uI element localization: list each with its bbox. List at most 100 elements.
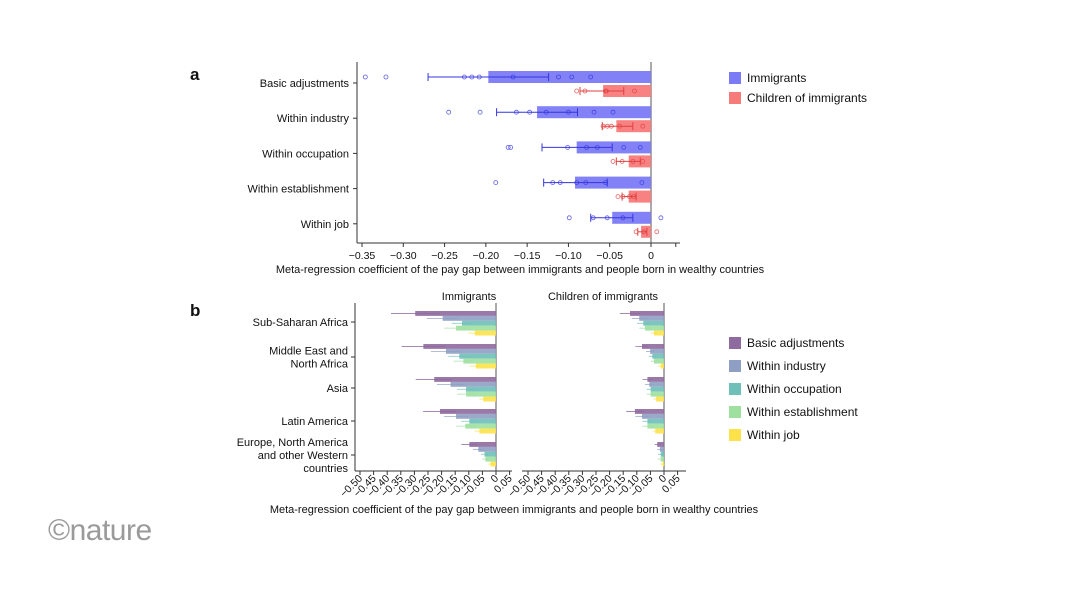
category-label: Basic adjustments: [260, 78, 350, 90]
bar-within-establishment: [647, 423, 664, 429]
bar-within-industry: [641, 413, 664, 419]
data-point: [620, 215, 626, 221]
data-point: [556, 74, 561, 80]
category-label: Within job: [301, 219, 349, 231]
panel-a-label: a: [190, 65, 200, 84]
panel-a-plot: −0.35 −0.30 −0.25 −0.20 −0.15 −0.10 −0.05 0 Basi…: [248, 62, 867, 262]
category-label-line: and other Western: [258, 450, 348, 462]
data-point: [639, 180, 645, 186]
bar-basic-adjustments: [630, 311, 664, 316]
data-point: [640, 158, 646, 164]
data-point: [637, 144, 643, 150]
bar-within-establishment: [644, 325, 664, 331]
data-point: [584, 144, 589, 150]
data-point: [569, 74, 575, 80]
data-point: [617, 123, 623, 129]
bar-within-establishment: [456, 325, 496, 331]
category-label-line: Europe, North America: [237, 437, 349, 449]
legend-swatch: [729, 360, 741, 372]
bar-immigrants: [537, 106, 651, 119]
data-point: [654, 229, 660, 235]
data-point: [446, 109, 452, 115]
data-point: [608, 123, 614, 129]
category-label-line: Latin America: [281, 416, 349, 428]
legend-swatch: [729, 72, 741, 84]
data-point: [566, 109, 571, 115]
legend-label: Within industry: [747, 359, 826, 373]
bar-within-occupation: [647, 418, 664, 424]
x-tick-label: −0.30: [390, 250, 417, 262]
data-point: [582, 88, 588, 94]
bar-within-industry: [649, 381, 664, 387]
data-point: [461, 74, 467, 80]
data-point: [505, 144, 511, 150]
nature-logo: ©nature: [48, 514, 152, 547]
data-point: [527, 109, 533, 115]
data-point: [574, 180, 580, 186]
bar-within-occupation: [466, 386, 496, 392]
bar-within-job: [483, 396, 496, 402]
category-label-line: Sub-Saharan Africa: [253, 317, 349, 329]
bar-within-occupation: [652, 353, 664, 359]
bar-within-occupation: [469, 418, 496, 424]
bar-within-industry: [478, 446, 496, 452]
bar-within-industry: [456, 413, 496, 419]
bar-within-industry: [650, 348, 664, 354]
category-label-line: North Africa: [291, 359, 349, 371]
bar-basic-adjustments: [415, 311, 496, 316]
x-tick-label: 0: [648, 250, 654, 262]
bar-basic-adjustments: [423, 344, 496, 349]
category-label-line: countries: [303, 463, 348, 475]
data-point: [565, 144, 571, 150]
data-point: [640, 123, 646, 129]
bar-within-establishment: [650, 391, 664, 397]
bar-immigrants: [576, 141, 651, 154]
data-point: [620, 194, 626, 200]
bar-within-establishment: [463, 358, 496, 364]
bar-within-job: [656, 396, 664, 402]
bar-children: [616, 120, 651, 133]
data-point: [621, 144, 627, 150]
bar-children: [628, 190, 651, 203]
bar-within-establishment: [465, 423, 496, 429]
legend-swatch: [729, 92, 741, 104]
data-point: [658, 215, 664, 221]
data-point: [493, 180, 499, 186]
data-point: [469, 74, 475, 80]
data-point: [383, 74, 389, 80]
data-point: [362, 74, 368, 80]
data-point: [594, 144, 600, 150]
bar-within-industry: [639, 315, 664, 321]
data-point: [615, 194, 621, 200]
category-label-line: Middle East and: [269, 346, 348, 358]
legend-label: Within job: [747, 428, 800, 442]
bar-basic-adjustments: [634, 409, 664, 414]
data-point: [632, 88, 637, 94]
data-point: [583, 180, 589, 186]
x-tick-label: −0.05: [596, 250, 623, 262]
bar-within-occupation: [484, 451, 496, 457]
category-label: Middle East and North Africa: [269, 346, 349, 371]
bar-within-occupation: [459, 353, 496, 359]
data-point: [591, 109, 597, 115]
data-point: [510, 74, 516, 80]
category-label: Asia: [327, 383, 349, 395]
bar-within-occupation: [650, 386, 664, 392]
legend-swatch: [729, 383, 741, 395]
category-label: Within establishment: [248, 184, 350, 196]
data-point: [477, 109, 483, 115]
bar-within-job: [653, 330, 664, 336]
category-label-line: Asia: [327, 383, 349, 395]
data-point: [603, 180, 608, 186]
data-point: [566, 215, 572, 221]
bar-within-establishment: [466, 391, 496, 397]
category-label: Sub-Saharan Africa: [253, 317, 349, 329]
x-tick-label: −0.25: [431, 250, 458, 262]
bar-within-occupation: [462, 320, 496, 326]
facet-title-children: Children of immigrants: [548, 291, 659, 303]
category-label: Latin America: [281, 416, 349, 428]
bar-within-establishment: [485, 456, 496, 462]
data-point: [557, 180, 563, 186]
legend-swatch: [729, 429, 741, 441]
legend-label: Immigrants: [747, 71, 806, 85]
